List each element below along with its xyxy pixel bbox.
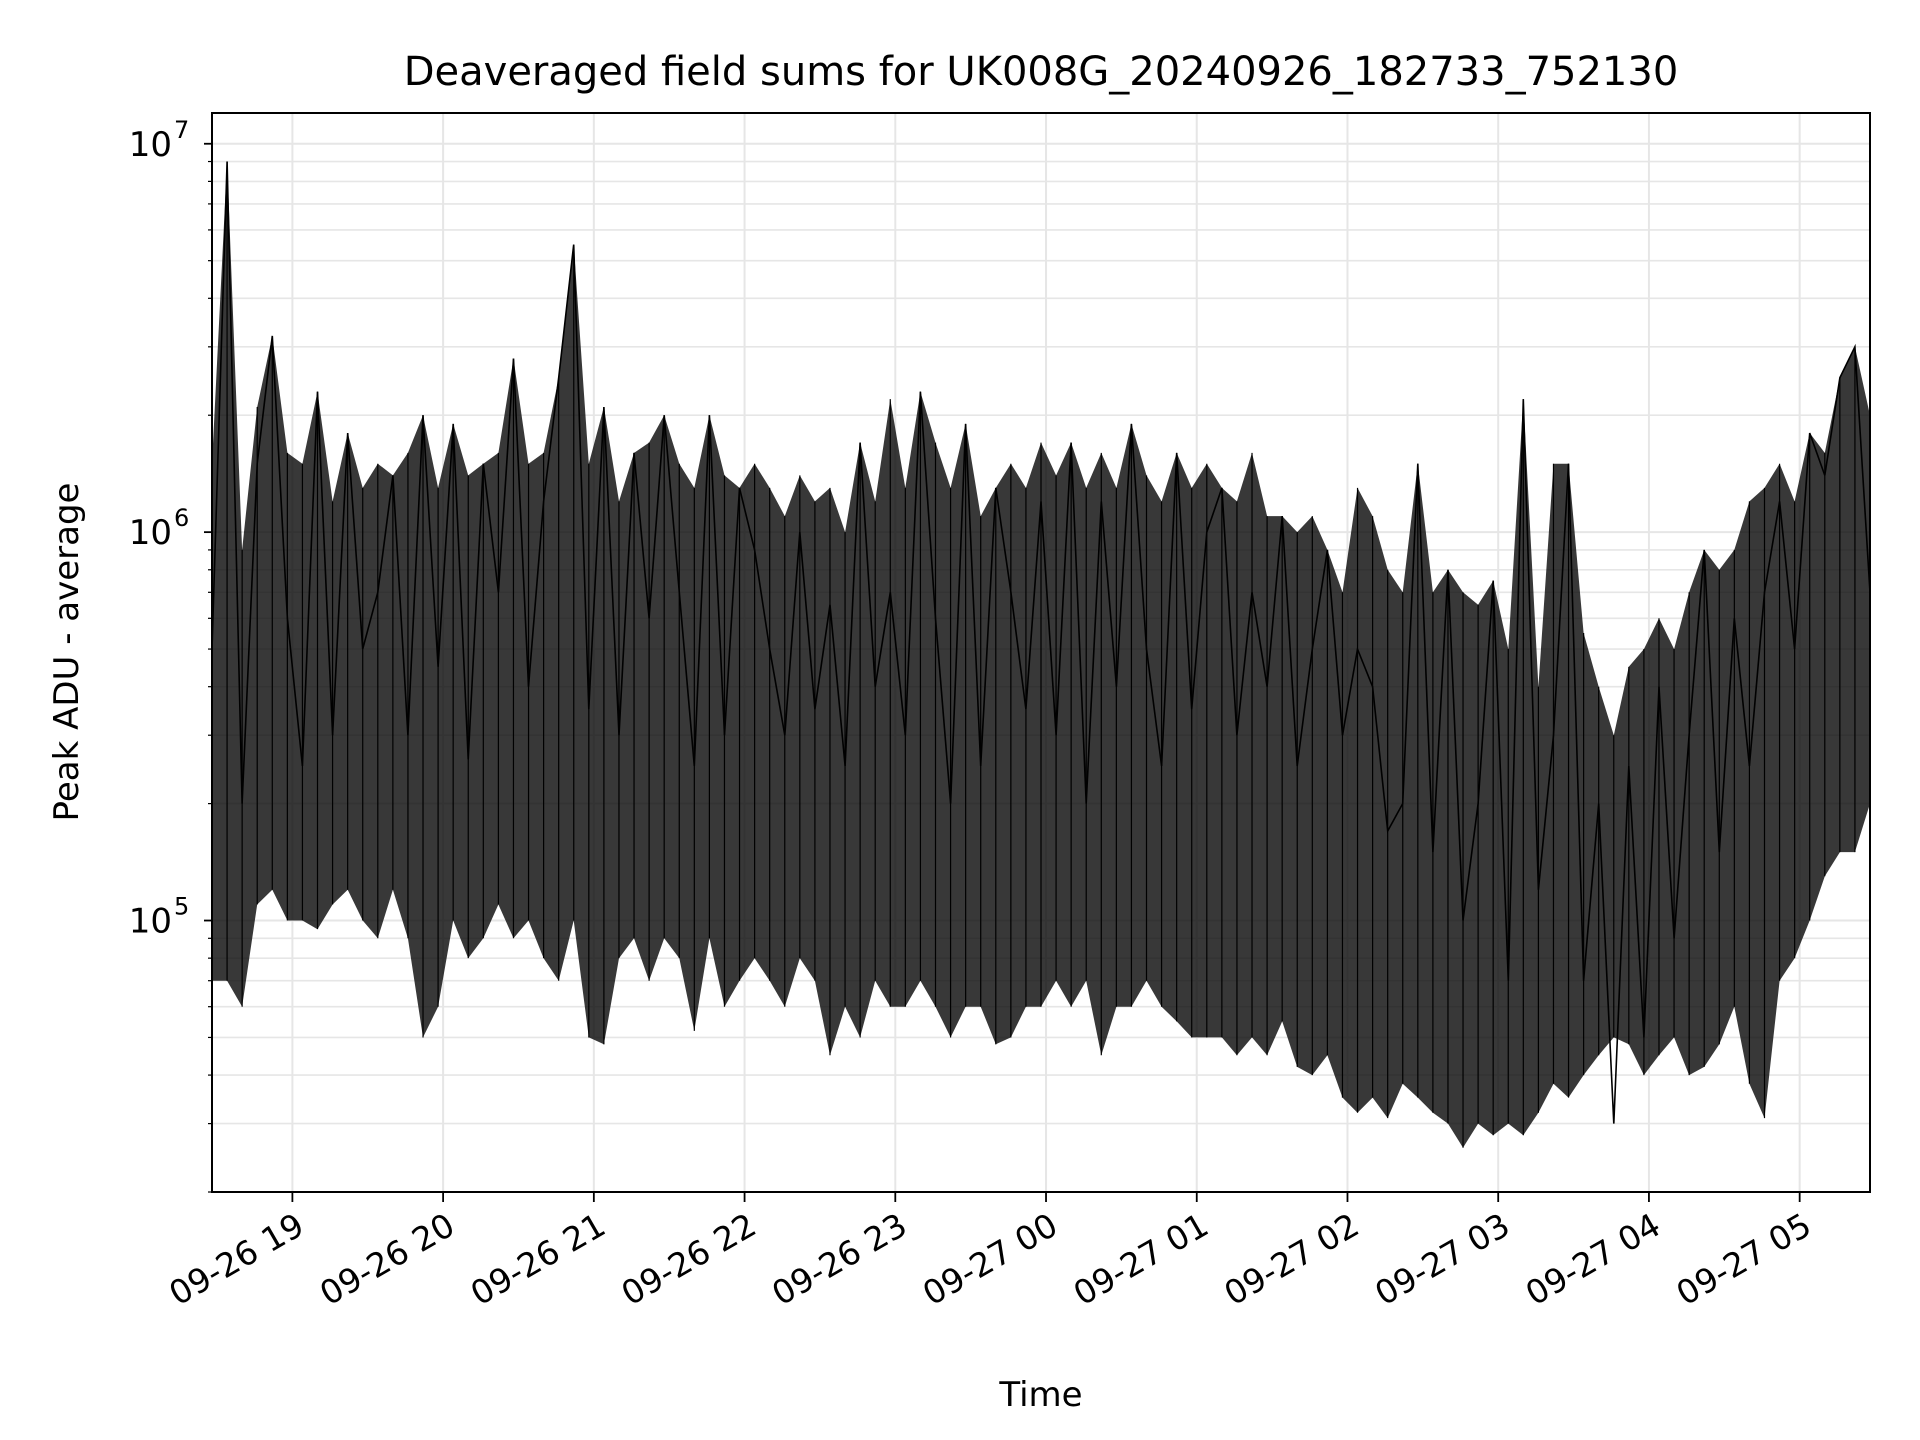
y-tick-label: 10 6 bbox=[129, 504, 190, 553]
y-tick-label: 10 7 bbox=[129, 116, 190, 165]
y-tick-label-exponent: 6 bbox=[174, 504, 189, 532]
data-line-layer bbox=[211, 161, 1871, 1148]
y-axis-label: Peak ADU - average bbox=[47, 483, 87, 822]
y-tick-label-base: 10 bbox=[129, 902, 172, 942]
plot-area-frame bbox=[211, 112, 1871, 1193]
chart-title: Deaveraged field sums for UK008G_2024092… bbox=[404, 49, 1679, 95]
y-tick-label-base: 10 bbox=[129, 513, 172, 553]
y-tick-label-exponent: 5 bbox=[174, 893, 189, 921]
y-tick-label-exponent: 7 bbox=[174, 116, 189, 144]
x-axis-label: Time bbox=[998, 1375, 1082, 1415]
y-tick-label: 10 5 bbox=[129, 893, 190, 942]
y-tick-label-base: 10 bbox=[129, 125, 172, 165]
